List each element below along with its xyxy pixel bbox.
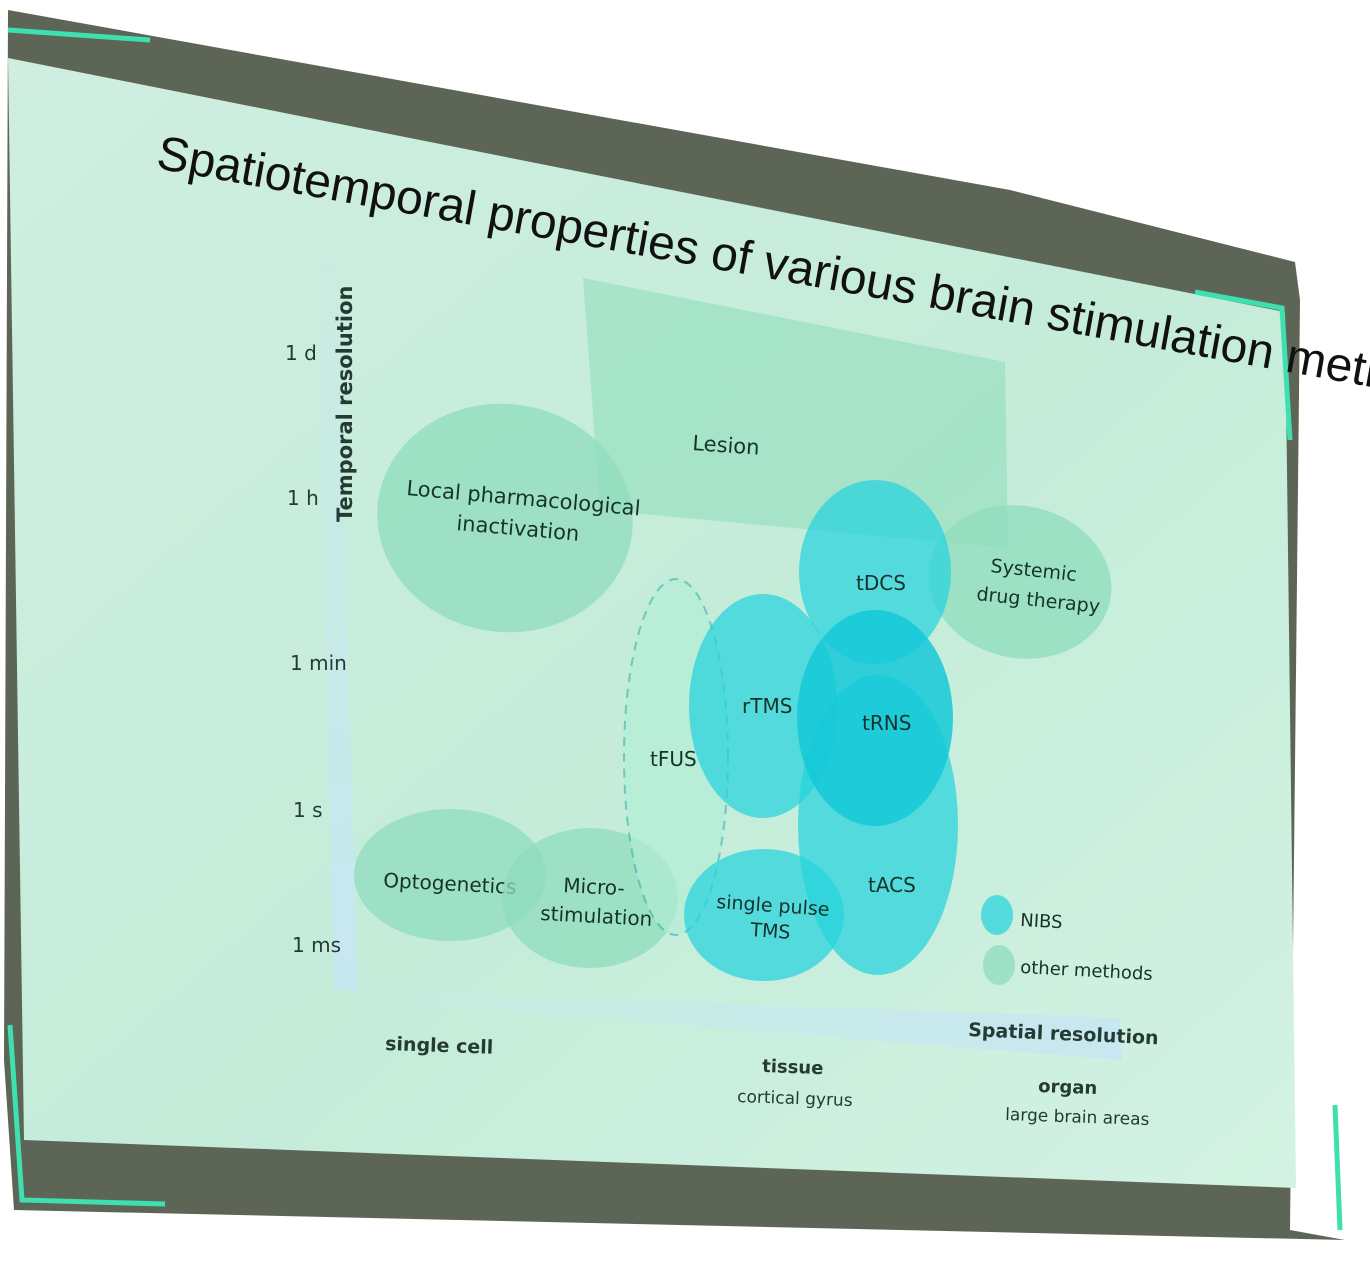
micro-label-line2: stimulation — [540, 901, 653, 931]
accent-corner-bottom-right — [1332, 1104, 1343, 1231]
y-axis-label: Temporal resolution — [333, 286, 357, 522]
optogenetics-region — [354, 809, 546, 941]
x-axis-bar — [360, 990, 1122, 1060]
y-tick: 1 h — [287, 486, 319, 510]
accent-corner-bottom-left — [7, 1024, 166, 1207]
x-tick-sub: cortical gyrus — [737, 1087, 853, 1111]
y-tick: 1 ms — [292, 933, 341, 957]
microstimulation-region — [502, 828, 678, 968]
legend-other-swatch — [983, 945, 1015, 985]
accent-corner-top-left — [7, 27, 151, 43]
x-tick-main: tissue — [762, 1056, 824, 1079]
lesion-region — [583, 278, 1008, 548]
systemic-drug-therapy-region — [928, 505, 1112, 659]
tdcs-region — [799, 480, 951, 664]
single-pulse-tms-region — [684, 849, 844, 981]
y-axis-bar — [316, 262, 358, 990]
lesion-label: Lesion — [692, 431, 761, 460]
rtms-label: rTMS — [742, 694, 792, 718]
trns-label: tRNS — [862, 711, 911, 735]
rtms-region — [689, 594, 837, 818]
tdcs-label: tDCS — [856, 571, 906, 595]
local-pharmacological-region — [377, 403, 633, 633]
accent-corner-top-right — [1194, 289, 1293, 441]
y-tick: 1 d — [285, 341, 317, 365]
tacs-label: tACS — [868, 873, 916, 897]
y-tick: 1 s — [293, 798, 323, 822]
y-tick: 1 min — [290, 651, 347, 675]
single-pulse-label-line2: TMS — [749, 919, 791, 944]
legend-nibs-swatch — [981, 895, 1013, 935]
micro-label-line1: Micro- — [563, 873, 626, 900]
tfus-label: tFUS — [650, 747, 697, 771]
legend-nibs-label: NIBS — [1020, 910, 1063, 933]
x-tick-main: single cell — [385, 1033, 494, 1059]
x-tick-main: organ — [1038, 1076, 1098, 1099]
y-ticks: 1 d 1 h 1 min 1 s 1 ms — [285, 341, 347, 957]
trns-region — [797, 610, 953, 826]
